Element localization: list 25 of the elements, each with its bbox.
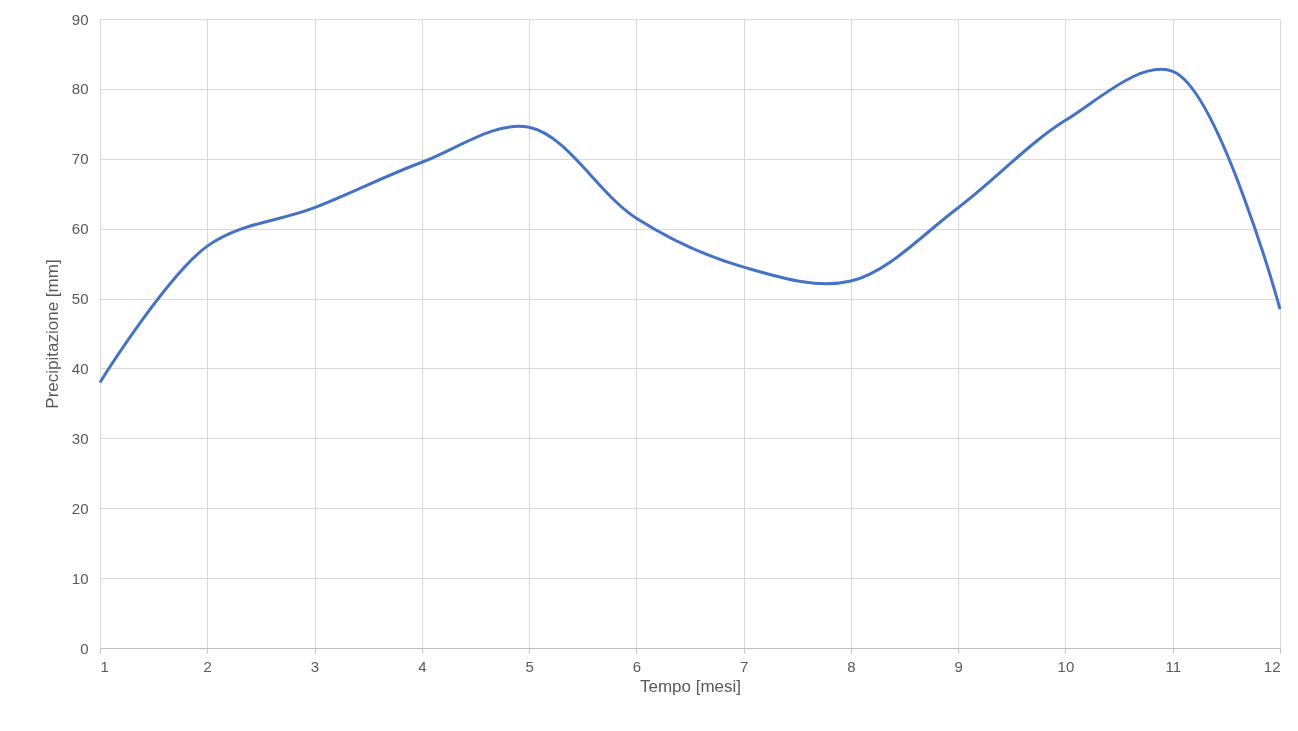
- x-tick-label: 6: [632, 657, 642, 675]
- y-tick-label: 90: [71, 10, 89, 28]
- x-tick-label: 8: [847, 657, 856, 675]
- y-tick-label: 30: [71, 429, 89, 447]
- x-tick-label: 10: [1057, 657, 1075, 675]
- x-tick-label: 12: [1263, 657, 1281, 675]
- y-axis-title: Precipitazione [mm]: [42, 259, 62, 409]
- x-tick-label: 3: [310, 657, 320, 675]
- x-axis-title: Tempo [mesi]: [639, 676, 742, 696]
- y-tick-label: 0: [80, 639, 89, 657]
- x-tick-label: 2: [203, 657, 212, 675]
- y-tick-label: 70: [71, 150, 89, 168]
- x-tick-label: 5: [525, 657, 534, 675]
- y-tick-label: 20: [71, 499, 89, 517]
- x-tick-label: 4: [418, 657, 427, 675]
- y-tick-label: 40: [71, 359, 89, 377]
- y-tick-label: 60: [71, 220, 89, 238]
- y-tick-label: 10: [71, 569, 89, 587]
- x-tick-label: 9: [954, 657, 963, 675]
- x-tick-label: 1: [100, 657, 109, 675]
- x-tick-label: 11: [1165, 657, 1182, 675]
- line-series: [98, 68, 1282, 384]
- y-tick-label: 50: [71, 290, 89, 308]
- y-tick-label: 80: [71, 80, 89, 98]
- x-tick-label: 7: [739, 657, 749, 675]
